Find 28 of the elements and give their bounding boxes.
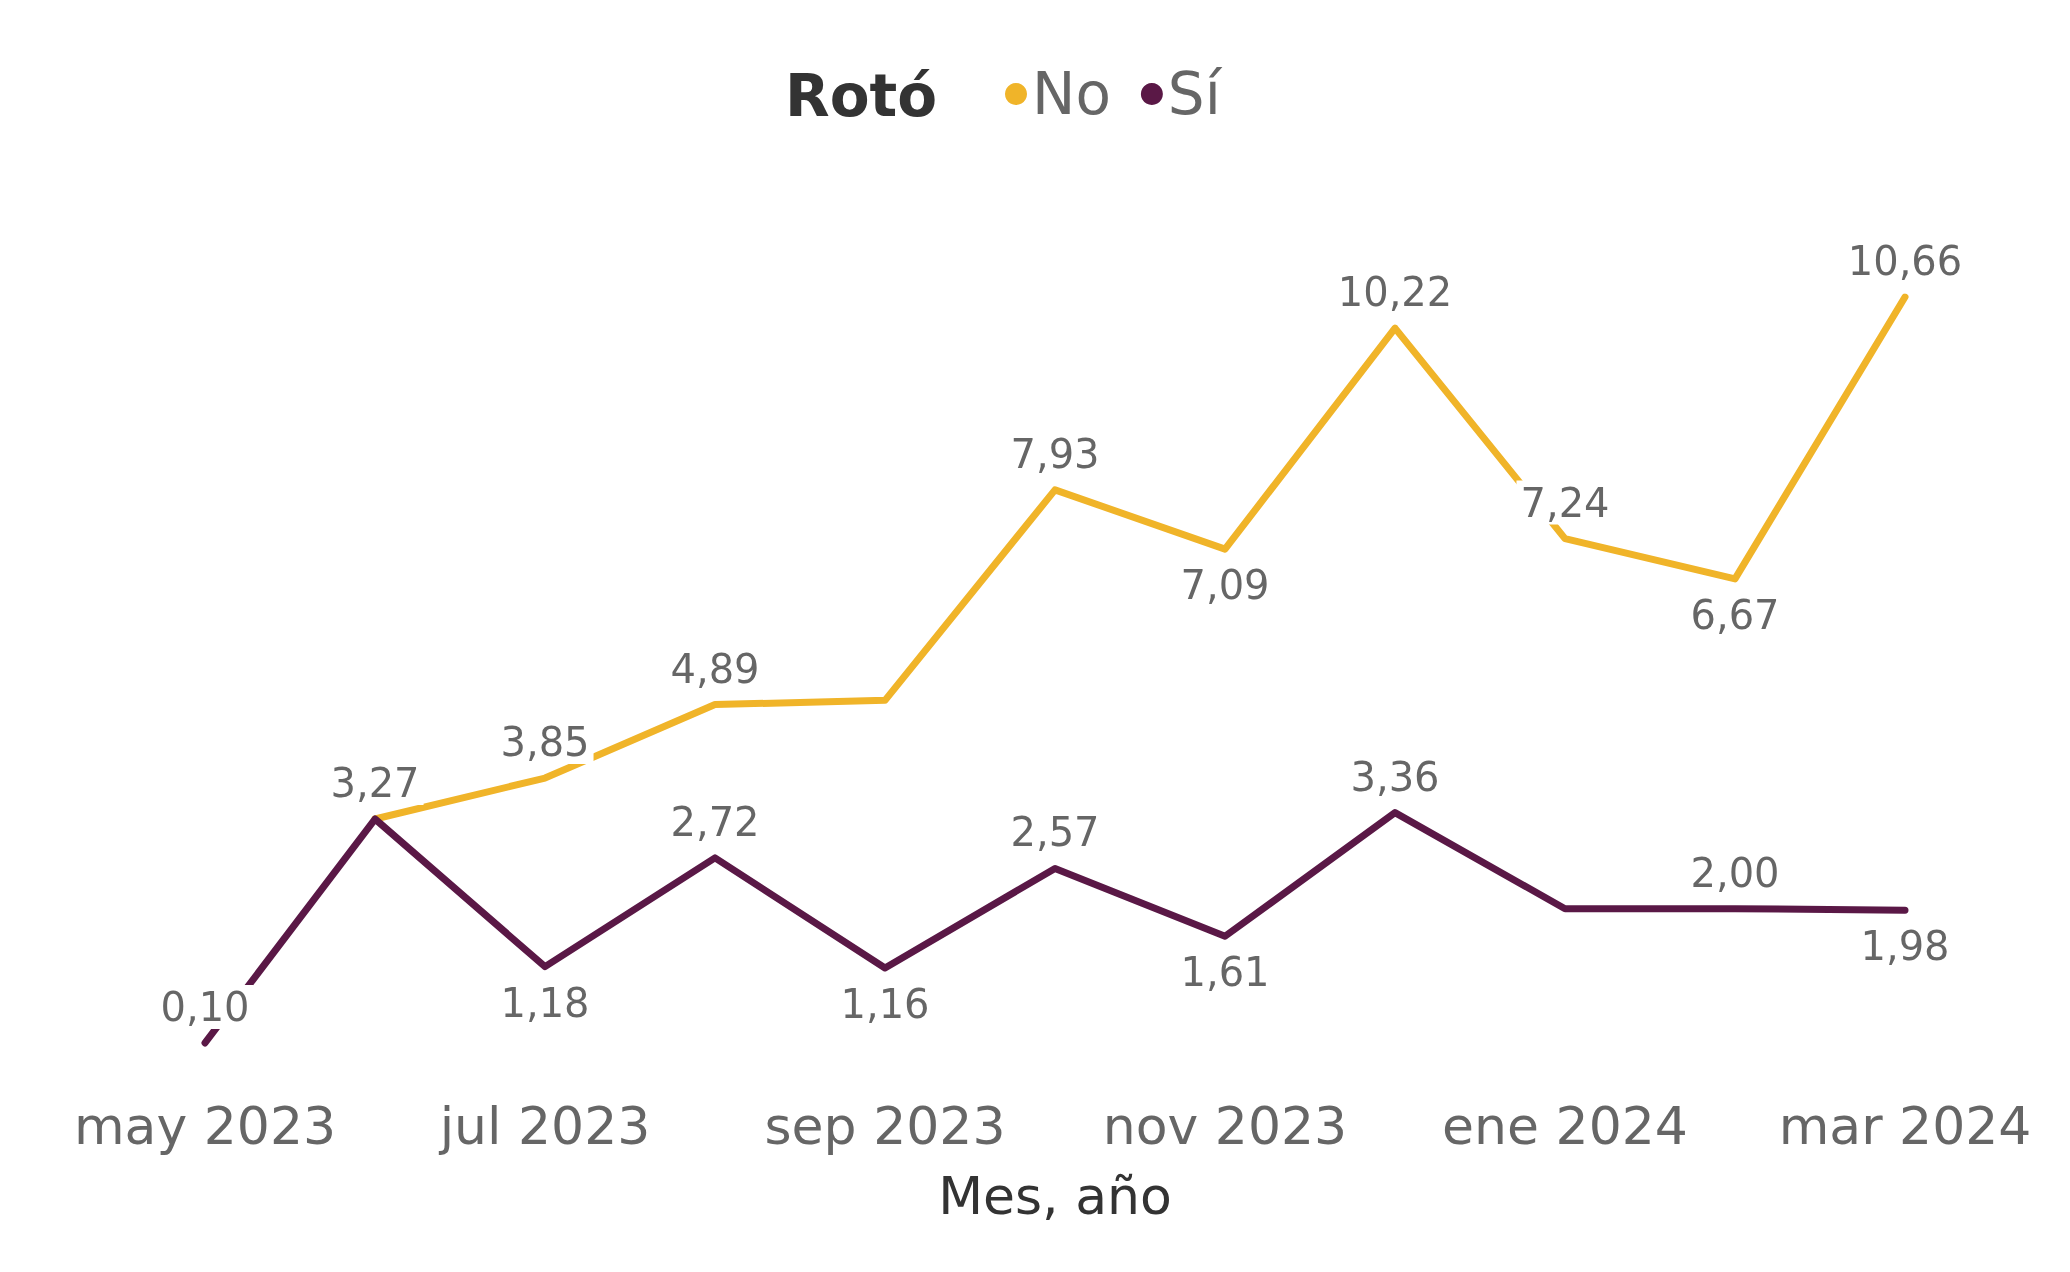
data-label: 3,85 — [500, 719, 590, 766]
data-label: 7,09 — [1180, 562, 1270, 609]
x-tick-label: nov 2023 — [1102, 1096, 1348, 1156]
data-label: 10,22 — [1337, 269, 1453, 316]
data-label: 1,61 — [1180, 949, 1270, 996]
data-label: 4,89 — [670, 645, 760, 692]
x-tick-label: ene 2024 — [1442, 1096, 1688, 1156]
data-label: 7,24 — [1520, 479, 1610, 526]
legend-label: Sí — [1167, 60, 1223, 128]
x-tick-label: jul 2023 — [438, 1096, 651, 1156]
data-label: 3,27 — [330, 760, 420, 807]
x-tick-label: may 2023 — [73, 1096, 337, 1156]
data-label: 1,16 — [840, 981, 930, 1028]
data-label: 2,57 — [1010, 809, 1100, 856]
data-label: 10,66 — [1847, 238, 1963, 284]
data-label: 7,93 — [1010, 430, 1100, 477]
legend-label: No — [1032, 60, 1111, 128]
data-label: 1,98 — [1860, 923, 1950, 970]
data-label: 2,00 — [1690, 849, 1780, 896]
legend-title: Rotó — [785, 62, 938, 130]
x-axis-title: Mes, año — [938, 1166, 1172, 1226]
data-label: 3,36 — [1350, 753, 1440, 800]
data-label: 2,72 — [670, 798, 760, 845]
data-label: 1,18 — [500, 979, 590, 1026]
x-tick-label: mar 2024 — [1778, 1096, 2032, 1156]
x-tick-label: sep 2023 — [764, 1096, 1006, 1156]
data-label: 6,67 — [1690, 591, 1780, 638]
data-label: 0,10 — [160, 983, 250, 1030]
